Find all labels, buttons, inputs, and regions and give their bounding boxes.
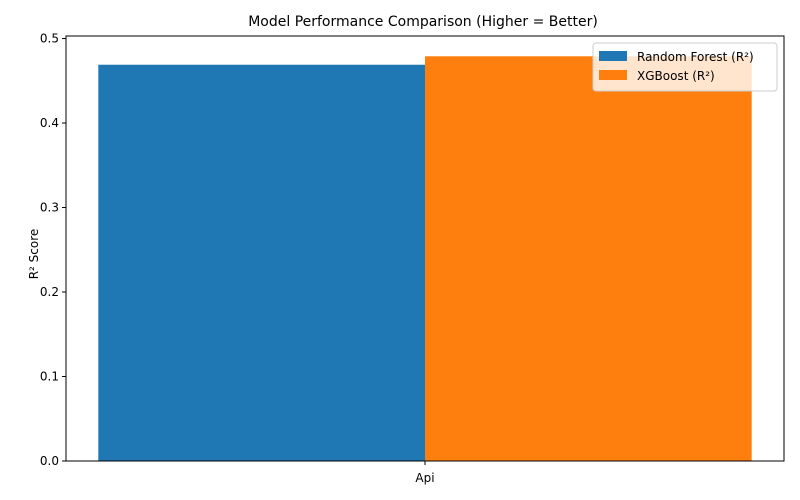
- bar-xgboost-r-api: [425, 56, 752, 462]
- y-tick-label: 0.1: [40, 370, 59, 384]
- legend-swatch: [599, 70, 627, 80]
- y-tick-label: 0.0: [40, 454, 59, 468]
- legend-label: XGBoost (R²): [637, 69, 715, 83]
- y-tick-label: 0.3: [40, 201, 59, 215]
- y-tick-label: 0.4: [40, 116, 59, 130]
- y-axis-label: R² Score: [27, 229, 41, 280]
- axes-frame: [65, 35, 785, 462]
- x-tick-label: Api: [415, 471, 434, 485]
- legend-box: [592, 42, 778, 92]
- bar-random-forest-r-api: [98, 64, 425, 461]
- plot-area: Api 0.0 0.1 0.2 0.3 0.4 0.5: [40, 32, 785, 485]
- legend: Random Forest (R²) XGBoost (R²): [592, 42, 778, 92]
- legend-swatch: [599, 51, 627, 61]
- y-tick-label: 0.2: [40, 285, 59, 299]
- chart-title: Model Performance Comparison (Higher = B…: [248, 14, 598, 30]
- y-tick-label: 0.5: [40, 32, 59, 46]
- legend-label: Random Forest (R²): [637, 50, 754, 64]
